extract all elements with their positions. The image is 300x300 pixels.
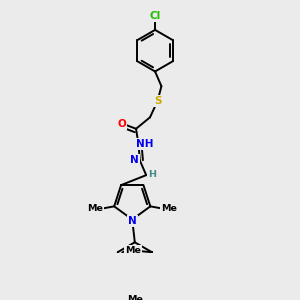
- Text: Me: Me: [127, 295, 143, 300]
- Text: Me: Me: [125, 246, 141, 255]
- Text: Me: Me: [161, 204, 177, 213]
- Text: N: N: [128, 216, 136, 226]
- Text: Me: Me: [87, 204, 103, 213]
- Text: S: S: [154, 96, 161, 106]
- Text: Cl: Cl: [149, 11, 161, 21]
- Text: H: H: [148, 170, 156, 179]
- Text: N: N: [130, 155, 139, 165]
- Text: O: O: [118, 119, 126, 129]
- Text: NH: NH: [136, 139, 153, 149]
